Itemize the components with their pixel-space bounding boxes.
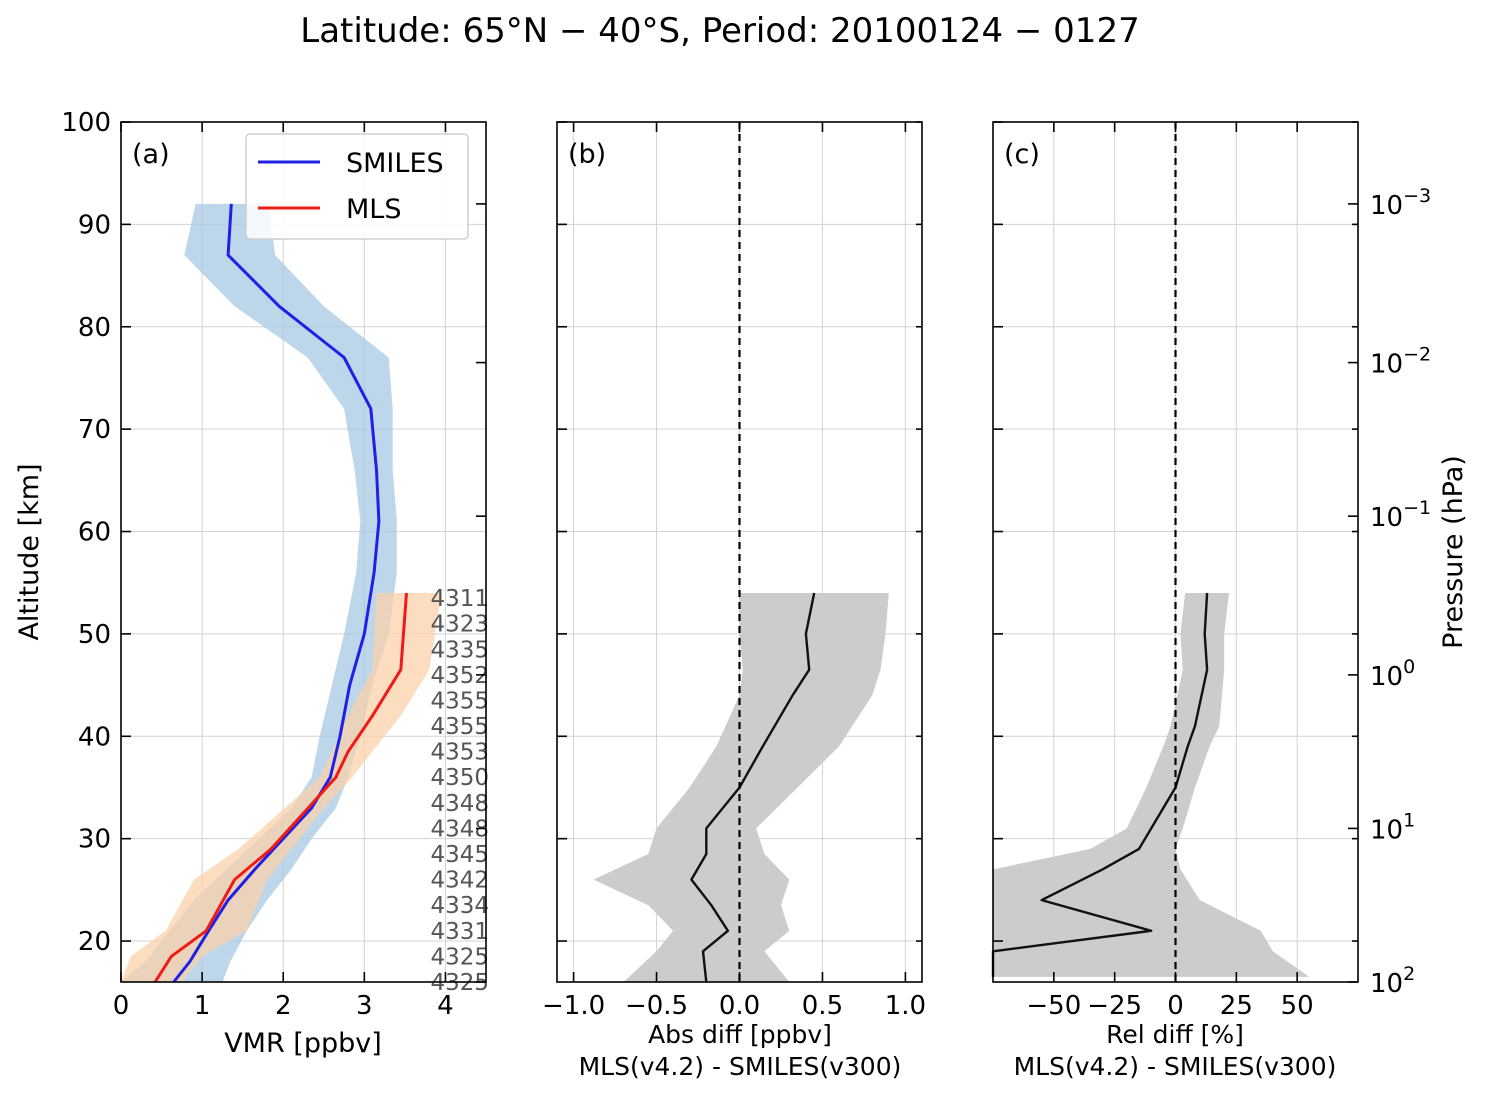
panel-a-y-axis-label: Altitude [km] (14, 463, 45, 640)
panel-a-band-mls (121, 593, 442, 982)
pressure-tick-label-3: 10−1 (1370, 497, 1431, 533)
pressure-tick-label-5: 10−3 (1370, 185, 1431, 221)
panel-a-line-smiles (172, 203, 381, 983)
panel-a: 4311432343354352435543554353435043484348… (14, 108, 489, 1059)
panel-a-y-tick-label-8: 100 (61, 108, 111, 138)
panel-b-x-axis-label: Abs diff [ppbv] (648, 1020, 832, 1049)
sample-count-label-5: 4355 (430, 714, 489, 740)
sample-count-label-6: 4353 (430, 740, 489, 766)
panel-b: −1.0 −0.5 0.0 0.5 1.0 (b) Abs diff [ppbv] ML… (542, 121, 926, 1081)
panel-a-y-tick-label-4: 60 (78, 518, 111, 548)
panel-a-y-tick-label-2: 40 (78, 722, 111, 752)
panel-c-x-tick-label-0: −50 (1026, 991, 1081, 1021)
panel-a-x-tick-label-2: 2 (275, 991, 292, 1021)
panel-c-x-tick-label-1: −25 (1087, 991, 1142, 1021)
panel-b-x-axis-label-2: MLS(v4.2) - SMILES(v300) (579, 1052, 902, 1081)
legend-label-mls: MLS (346, 194, 401, 225)
panel-a-y-tick-label-7: 90 (78, 210, 111, 240)
sample-count-label-8: 4348 (430, 791, 489, 817)
panel-a-frame (120, 121, 487, 983)
pressure-tick-label-1: 101 (1370, 809, 1415, 845)
sample-count-label-15: 4325 (430, 970, 489, 996)
panel-a-line-mls (153, 592, 408, 983)
panel-c-x-axis-label: Rel diff [%] (1106, 1020, 1244, 1049)
panel-c-x-tick-label-3: 25 (1220, 991, 1253, 1021)
panel-c-label: (c) (1004, 139, 1040, 170)
pressure-tick-label-2: 100 (1370, 656, 1415, 692)
sample-count-label-1: 4323 (430, 612, 489, 638)
panel-b-x-tick-label-0: −1.0 (542, 991, 605, 1021)
legend-box (245, 133, 469, 240)
panel-b-x-tick-label-1: −0.5 (625, 991, 688, 1021)
panel-b-line-diff (690, 592, 816, 983)
panel-a-x-tick-label-4: 4 (437, 991, 454, 1021)
sample-count-label-11: 4342 (430, 868, 489, 894)
panel-c-line-diff (991, 592, 1209, 977)
sample-count-label-4: 4355 (430, 688, 489, 714)
sample-count-label-0: 4311 (430, 586, 489, 612)
legend: SMILES MLS (245, 133, 469, 240)
pressure-tick-label-4: 10−2 (1370, 344, 1431, 380)
panel-c-right-axis-label: Pressure (hPa) (1438, 455, 1469, 649)
panel-a-x-tick-label-1: 1 (194, 991, 211, 1021)
sample-count-label-10: 4345 (430, 842, 489, 868)
pressure-tick-label-0: 102 (1370, 963, 1415, 999)
panel-a-x-axis-label: VMR [ppbv] (224, 1028, 382, 1059)
panel-c-band-diff (993, 593, 1310, 977)
panel-b-x-tick-label-2: 0.0 (719, 991, 760, 1021)
legend-label-smiles: SMILES (346, 148, 444, 179)
panel-a-x-tick-label-0: 0 (113, 991, 130, 1021)
panel-a-label: (a) (132, 139, 170, 170)
panel-b-x-tick-label-4: 1.0 (885, 991, 926, 1021)
sample-count-label-14: 4325 (430, 944, 489, 970)
sample-count-label-7: 4350 (430, 765, 489, 791)
panel-b-label: (b) (568, 139, 606, 170)
sample-count-label-13: 4331 (430, 919, 489, 945)
panel-a-y-tick-label-1: 30 (78, 825, 111, 855)
panel-c-x-tick-label-4: 50 (1281, 991, 1314, 1021)
panel-a-y-tick-label-6: 80 (78, 313, 111, 343)
panel-a-x-tick-label-3: 3 (356, 991, 373, 1021)
sample-count-label-9: 4348 (430, 816, 489, 842)
panel-c-x-axis-label-2: MLS(v4.2) - SMILES(v300) (1014, 1052, 1337, 1081)
sample-count-label-12: 4334 (430, 893, 489, 919)
panel-b-x-tick-label-3: 0.5 (802, 991, 843, 1021)
panel-b-band-diff (593, 593, 889, 982)
panel-c: −50 −25 0 25 50 102 101 100 10−1 10−2 10−3 (c) Rel… (991, 121, 1469, 1081)
panel-a-y-tick-label-0: 20 (78, 927, 111, 957)
figure-title: Latitude: 65°N − 40°S, Period: 20100124 … (300, 11, 1139, 51)
panel-c-x-tick-label-2: 0 (1167, 991, 1184, 1021)
sample-count-label-3: 4352 (430, 663, 489, 689)
sample-count-label-2: 4335 (430, 637, 489, 663)
panel-a-y-tick-label-3: 50 (78, 620, 111, 650)
panel-a-y-tick-label-5: 70 (78, 415, 111, 445)
